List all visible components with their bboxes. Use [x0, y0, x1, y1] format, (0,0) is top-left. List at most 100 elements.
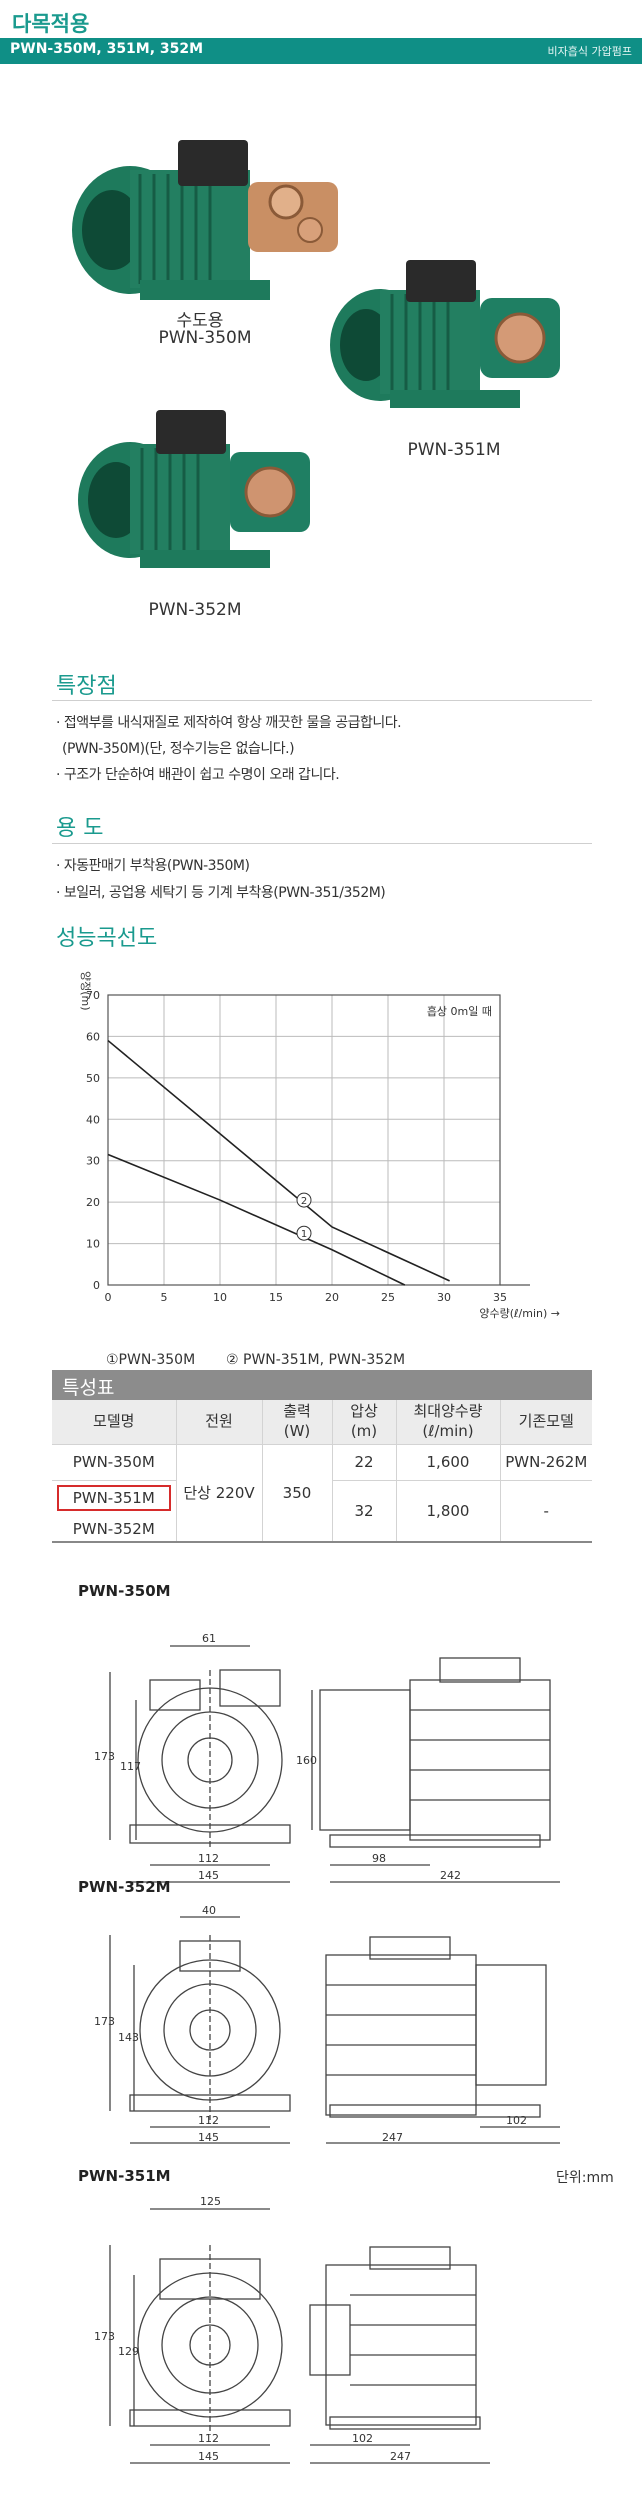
x-tick-label: 30: [437, 1291, 451, 1304]
pump-351m-model: PWN-351M: [407, 440, 501, 460]
drawing-350m: 61 173 117 112 145 160 98 242: [94, 1632, 560, 1883]
dim-351m-102: 102: [352, 2432, 373, 2445]
table-row: PWN-350M 단상 220V 350 22 1,600 PWN-262M: [52, 1443, 592, 1543]
y-tick-label: 50: [86, 1072, 100, 1085]
usage-item-2: · 보일러, 공업용 세탁기 등 기계 부착용(PWN-351/352M): [56, 885, 386, 901]
header-max-flow: 최대양수량 (ℓ/min): [395, 1400, 500, 1444]
spec-table: 모델명 전원 출력 (W) 압상 (m) 최대양수량 (ℓ/min) 기존모델 …: [52, 1400, 592, 1543]
dim-350m-145: 145: [198, 1869, 219, 1882]
dim-350m-61: 61: [202, 1632, 216, 1645]
table-row: PWN-351M 32 1,800 -: [52, 1479, 592, 1543]
chart-section-title: 성능곡선도: [56, 926, 158, 951]
spec-table-title-bar: 특성표: [52, 1370, 592, 1400]
selected-model-highlight: PWN-351M: [56, 1485, 171, 1512]
series-line-2: [107, 1039, 450, 1282]
x-tick-label: 10: [213, 1291, 227, 1304]
series-line-1: [107, 1153, 406, 1286]
product-images: 수도용 PWN-350M PWN-351M PWN-352M: [0, 70, 642, 630]
cell-model: PWN-350M: [52, 1443, 176, 1480]
header-model: 모델명: [52, 1400, 176, 1444]
cell-old-model: -: [499, 1479, 592, 1543]
dim-352m-247: 247: [382, 2131, 403, 2144]
drawing-351m: 125 173 129 112 145 102 247: [94, 2195, 490, 2464]
y-tick-label: 20: [86, 1196, 100, 1209]
cell-model-selected: PWN-351M: [52, 1479, 176, 1516]
x-tick-label: 0: [105, 1291, 112, 1304]
cell-max-flow: 1,800: [395, 1479, 500, 1543]
category-label: 비자흡식 가압펌프: [547, 45, 632, 58]
x-tick-label: 25: [381, 1291, 395, 1304]
y-tick-label: 60: [86, 1030, 100, 1043]
y-tick-label: 70: [86, 989, 100, 1002]
dim-352m-145: 145: [198, 2131, 219, 2144]
page-title: 다목적용: [12, 12, 90, 36]
cell-old-model: PWN-262M: [499, 1443, 592, 1480]
dim-351m-247: 247: [390, 2450, 411, 2463]
chart-annotation: 흡상 0m일 때: [427, 1004, 492, 1018]
dim-350m-173: 173: [94, 1750, 115, 1763]
features-divider: [52, 700, 592, 701]
cell-max-flow: 1,600: [395, 1443, 500, 1480]
cell-head: 22: [331, 1443, 396, 1480]
spec-table-title: 특성표: [62, 1377, 115, 1399]
model-list: PWN-350M, 351M, 352M: [10, 41, 204, 57]
dim-350m-242: 242: [440, 1869, 461, 1882]
dim-350m-160: 160: [296, 1754, 317, 1767]
dim-352m-102: 102: [506, 2114, 527, 2127]
y-tick-label: 30: [86, 1155, 100, 1168]
x-axis-label: 양수량(ℓ/min) →: [479, 1307, 560, 1320]
header-output: 출력 (W): [261, 1400, 332, 1444]
usage-item-1: · 자동판매기 부착용(PWN-350M): [56, 858, 250, 874]
drawing-352m: 40 173 143 112 145 247 102: [94, 1905, 560, 2144]
dim-350m-117: 117: [120, 1760, 141, 1773]
pump-350m-image: [72, 140, 338, 300]
series-marker-1: 1: [301, 1229, 307, 1240]
cell-power: 단상 220V: [175, 1443, 262, 1543]
feature-item-1-note: (PWN-350M)(단, 정수기능은 없습니다.): [62, 741, 295, 757]
x-tick-label: 35: [493, 1291, 507, 1304]
dim-351m-173: 173: [94, 2330, 115, 2343]
features-title: 특장점: [56, 674, 117, 699]
dim-351m-112: 112: [198, 2432, 219, 2445]
usage-title: 용 도: [56, 816, 104, 841]
x-tick-label: 15: [269, 1291, 283, 1304]
pump-350m-usage: 수도용: [176, 311, 224, 331]
unit-label: 단위:mm: [556, 2170, 614, 2186]
y-tick-label: 0: [93, 1279, 100, 1292]
dim-351m-125: 125: [200, 2195, 221, 2208]
header-head: 압상 (m): [331, 1400, 396, 1444]
series-marker-circle-2: [296, 1192, 312, 1208]
dim-350m-98: 98: [372, 1852, 386, 1865]
cell-model: PWN-352M: [52, 1516, 176, 1543]
y-axis-label: 양정(m): [79, 971, 92, 1011]
pump-352m-image: [78, 410, 310, 568]
legend-item-350m: ①PWN-350M: [106, 1352, 196, 1368]
drawing-350m-label: PWN-350M: [78, 1582, 171, 1600]
header-old-model: 기존모델: [499, 1400, 592, 1444]
cell-output: 350: [261, 1443, 332, 1543]
y-tick-label: 10: [86, 1238, 100, 1251]
plot-frame: [107, 994, 501, 1286]
model-header-bar: PWN-350M, 351M, 352M 비자흡식 가압펌프: [0, 38, 642, 64]
pump-352m-model: PWN-352M: [148, 600, 242, 620]
series-marker-circle-1: [296, 1225, 312, 1241]
dim-352m-40: 40: [202, 1905, 216, 1917]
feature-item-1: · 접액부를 내식재질로 제작하여 항상 깨끗한 물을 공급합니다.: [56, 715, 402, 731]
pump-350m-model: PWN-350M: [158, 328, 252, 348]
dim-352m-173: 173: [94, 2015, 115, 2028]
drawing-351m-label: PWN-351M: [78, 2167, 171, 2185]
x-tick-label: 20: [325, 1291, 339, 1304]
dim-352m-112: 112: [198, 2114, 219, 2127]
table-row: PWN-352M: [52, 1516, 592, 1543]
y-tick-label: 40: [86, 1113, 100, 1126]
dim-351m-145: 145: [198, 2450, 219, 2463]
dim-352m-143: 143: [118, 2031, 139, 2044]
x-tick-label: 5: [161, 1291, 168, 1304]
dim-351m-129: 129: [118, 2345, 139, 2358]
drawing-352m-label: PWN-352M: [78, 1878, 171, 1896]
header-power: 전원: [175, 1400, 262, 1444]
series-marker-2: 2: [301, 1196, 307, 1207]
legend-item-351m-352m: ② PWN-351M, PWN-352M: [226, 1352, 406, 1368]
performance-chart: 0 5 10 15 20 25 30 35 0 10 20 30 40 50 60 70 양정(m) 양수량(ℓ/…: [60, 965, 560, 1345]
